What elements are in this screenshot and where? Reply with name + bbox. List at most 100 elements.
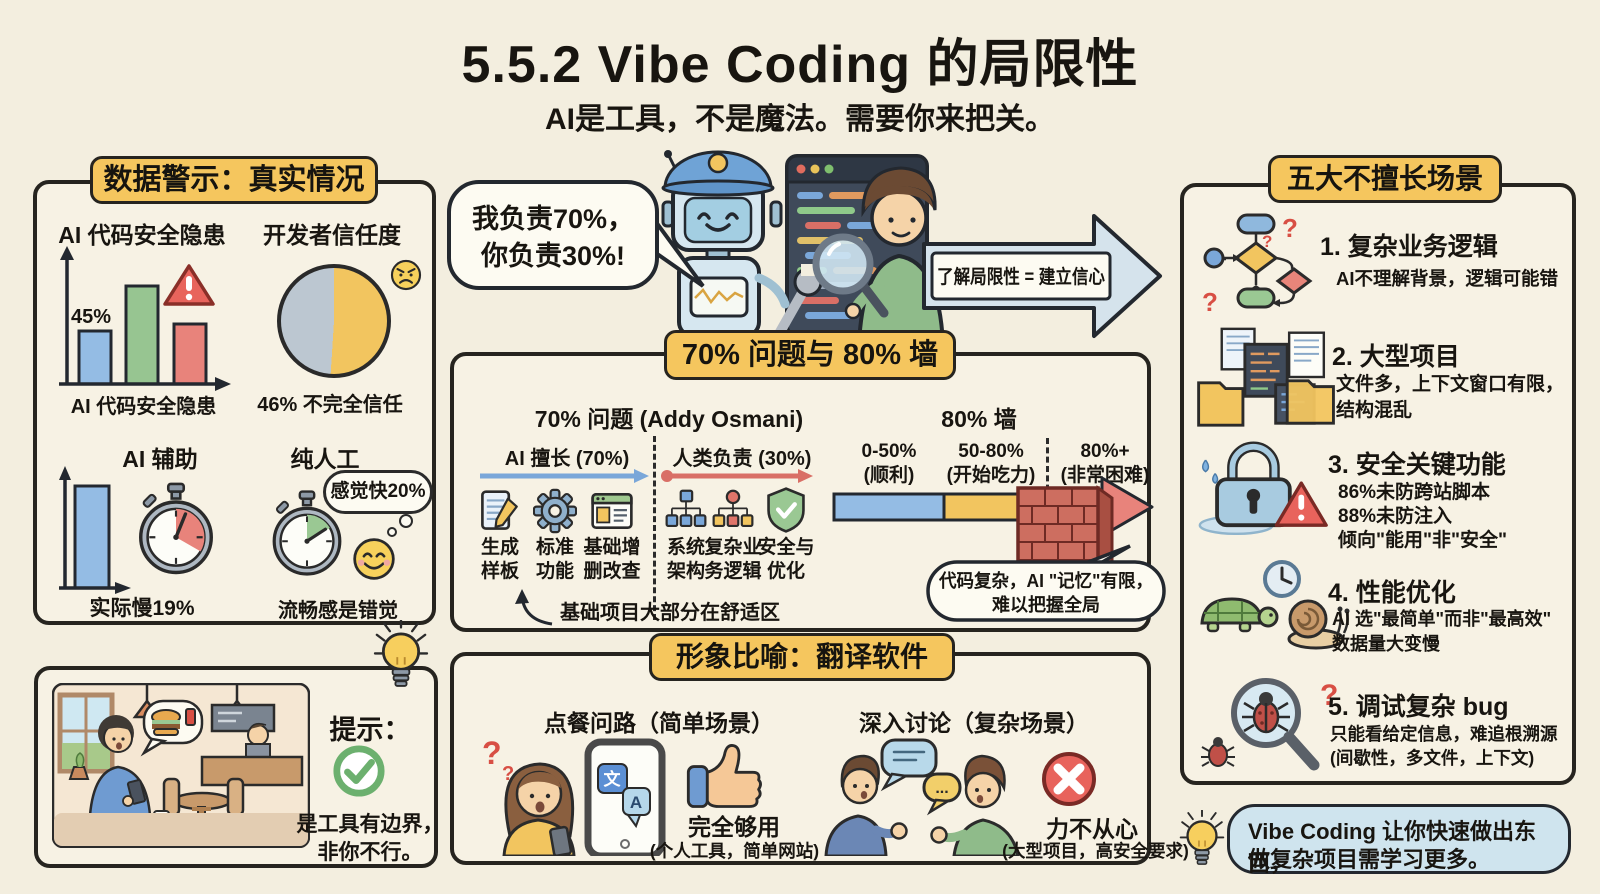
- note-arrow-icon: [515, 589, 553, 626]
- security-bar-chart: 45%: [59, 246, 231, 391]
- scenario-line: 88%未防注入: [1338, 506, 1453, 527]
- security-chart-title: AI 代码安全隐患: [58, 222, 226, 248]
- scenario-line: AI不理解背景，逻辑可能错: [1336, 268, 1559, 289]
- svg-text:?: ?: [1282, 213, 1298, 243]
- wall-speech-bubble: 代码复杂，AI "记忆"有限， 难以把握全局: [926, 544, 1166, 622]
- comfort-zone-note: 基础项目大部分在舒适区: [560, 602, 780, 624]
- manual-thought-bubble: 感觉快20%: [323, 470, 433, 514]
- files-stack-icon: [1197, 327, 1335, 427]
- robot-speech-bubble: 我负责70%， 你负责30%!: [447, 180, 705, 290]
- scenario-line: (间歇性，多文件，上下文): [1330, 748, 1535, 768]
- complex-note: (大型项目，高安全要求): [1002, 841, 1189, 861]
- debug-magnifier-icon: ?: [1201, 678, 1338, 771]
- complex-verdict: 力不从心: [1046, 816, 1138, 842]
- translate-phone-icon: 文 A: [584, 738, 666, 856]
- scenario-line: 只能看给定信息，难追根溯源: [1330, 724, 1558, 744]
- smiley-icon: [353, 538, 395, 580]
- slow-performance-icon: [1200, 560, 1350, 650]
- scenario-line: AI 选"最简单"而非"最高效": [1332, 609, 1552, 629]
- tip-line1: 是工具有边界，: [296, 813, 444, 836]
- lightbulb-icon: [1179, 810, 1225, 865]
- annoyed-emoji-icon: [390, 259, 422, 291]
- warning-triangle-icon: [163, 264, 215, 306]
- svg-text:文: 文: [604, 769, 622, 789]
- ai-human-divider: [653, 436, 656, 620]
- architecture-icon: [665, 489, 707, 528]
- business-logic-icon: [712, 489, 754, 528]
- lightbulb-icon: [373, 620, 429, 687]
- human-item-label: 系统 架构: [666, 537, 705, 582]
- svg-text:?: ?: [1202, 287, 1218, 317]
- bug-icon: [1201, 737, 1235, 767]
- thought-dot: [387, 527, 397, 537]
- confidence-arrow: 了解局限性 = 建立信心: [922, 214, 1162, 338]
- svg-text:?: ?: [482, 736, 502, 771]
- robot-speech-line1: 我负责70%，: [472, 204, 634, 234]
- metaphor-panel: 点餐问路（简单场景） 深入讨论（复杂场景） ? ? 文 A: [450, 652, 1189, 865]
- stopwatch-green-icon: [272, 490, 342, 576]
- scenario-title: 5. 调试复杂 bug: [1328, 693, 1509, 721]
- trust-pie-caption: 46% 不完全信任: [257, 394, 403, 416]
- scenario-line: 86%未防跨站脚本: [1338, 482, 1491, 503]
- wall-heading: 80% 墙: [941, 406, 1017, 432]
- magnifier-icon: [812, 233, 889, 318]
- scenario-line: 倾向"能用"非"安全": [1338, 530, 1508, 551]
- ai-item-label: 基础增 删改查: [583, 537, 641, 582]
- scenario-title: 3. 安全关键功能: [1328, 451, 1506, 479]
- page-title: 5.5.2 Vibe Coding 的局限性: [461, 36, 1139, 94]
- security-chart-xlabel: AI 代码安全隐患: [70, 396, 217, 418]
- scenario-title: 2. 大型项目: [1332, 343, 1460, 371]
- scenario-line: 数据量大变慢: [1332, 634, 1440, 654]
- wall-bubble-line2: 难以把握全局: [991, 594, 1100, 615]
- svg-text:...: ...: [935, 780, 948, 797]
- turtle-icon: [1200, 597, 1279, 633]
- manual-caption: 流畅感是错觉: [278, 600, 398, 622]
- wall-panel-badge: 70% 问题与 80% 墙: [664, 330, 956, 380]
- page-subtitle: AI是工具，不是魔法。需要你来把关。: [545, 103, 1055, 136]
- scenario-line: 结构混乱: [1336, 400, 1413, 421]
- security-lock-icon: [1198, 441, 1328, 535]
- burger-thought-bubble: [140, 699, 204, 757]
- stage-label: 50-80% (开始吃力): [946, 441, 1036, 486]
- problem-heading: 70% 问题 (Addy Osmani): [534, 406, 804, 432]
- metaphor-panel-badge: 形象比喻：翻译软件: [649, 633, 955, 681]
- security-bar-label: 45%: [71, 306, 111, 328]
- scenarios-panel: ? ? ? 1. 复杂业务逻辑 AI不理解背景，逻辑可能错 2. 大型项目 文件…: [1180, 183, 1576, 785]
- discussion-icon: ...: [824, 738, 1020, 856]
- robot-speech-line2: 你负责30%!: [480, 241, 625, 271]
- thought-dot: [399, 514, 413, 528]
- wall-panel: 70% 问题 (Addy Osmani) 80% 墙 AI 擅长 (70%) 人…: [450, 352, 1166, 632]
- woman-translator-icon: ? ? 文 A: [482, 736, 666, 856]
- hero-illustration: 我负责70%， 你负责30%!: [447, 150, 946, 344]
- stage-label: 80%+ (非常困难): [1060, 441, 1150, 486]
- gear-icon: [533, 488, 577, 534]
- ai-assist-bar: [59, 466, 131, 594]
- manual-title: 纯人工: [290, 446, 360, 472]
- stage-divider: [1046, 438, 1049, 500]
- tip-line2: 非你不行。: [317, 841, 423, 864]
- simple-note: (个人工具，简单网站): [649, 841, 820, 861]
- ai-strength-label: AI 擅长 (70%): [504, 448, 630, 470]
- ai-assist-caption: 实际慢19%: [89, 597, 195, 620]
- crud-window-icon: [591, 492, 633, 530]
- doc-pencil-icon: [481, 490, 518, 530]
- ai-item-label: 标准 功能: [535, 537, 574, 582]
- flowchart-question-icon: ? ? ?: [1202, 213, 1313, 317]
- stopwatch-red-icon: [139, 482, 213, 575]
- red-arrow: [661, 469, 813, 483]
- stage-label: 0-50% (顺利): [861, 441, 917, 486]
- security-shield-icon: [767, 487, 805, 533]
- svg-text:A: A: [630, 793, 642, 812]
- tip-label: 提示：: [329, 715, 411, 745]
- complex-scene-heading: 深入讨论（复杂场景）: [859, 710, 1089, 736]
- scenario-title: 1. 复杂业务逻辑: [1320, 233, 1498, 261]
- footer-line1: Vibe Coding 让你快速做出东西，: [1248, 819, 1537, 876]
- human-duty-label: 人类负责 (30%): [672, 448, 812, 470]
- thumbs-up-icon: [686, 744, 762, 808]
- ai-item-label: 生成 样板: [480, 537, 519, 582]
- trust-pie-title: 开发者信任度: [263, 222, 401, 248]
- svg-text:?: ?: [1262, 232, 1272, 251]
- wrench-icon: [775, 264, 823, 337]
- scenario-line: 文件多，上下文窗口有限，: [1336, 374, 1565, 395]
